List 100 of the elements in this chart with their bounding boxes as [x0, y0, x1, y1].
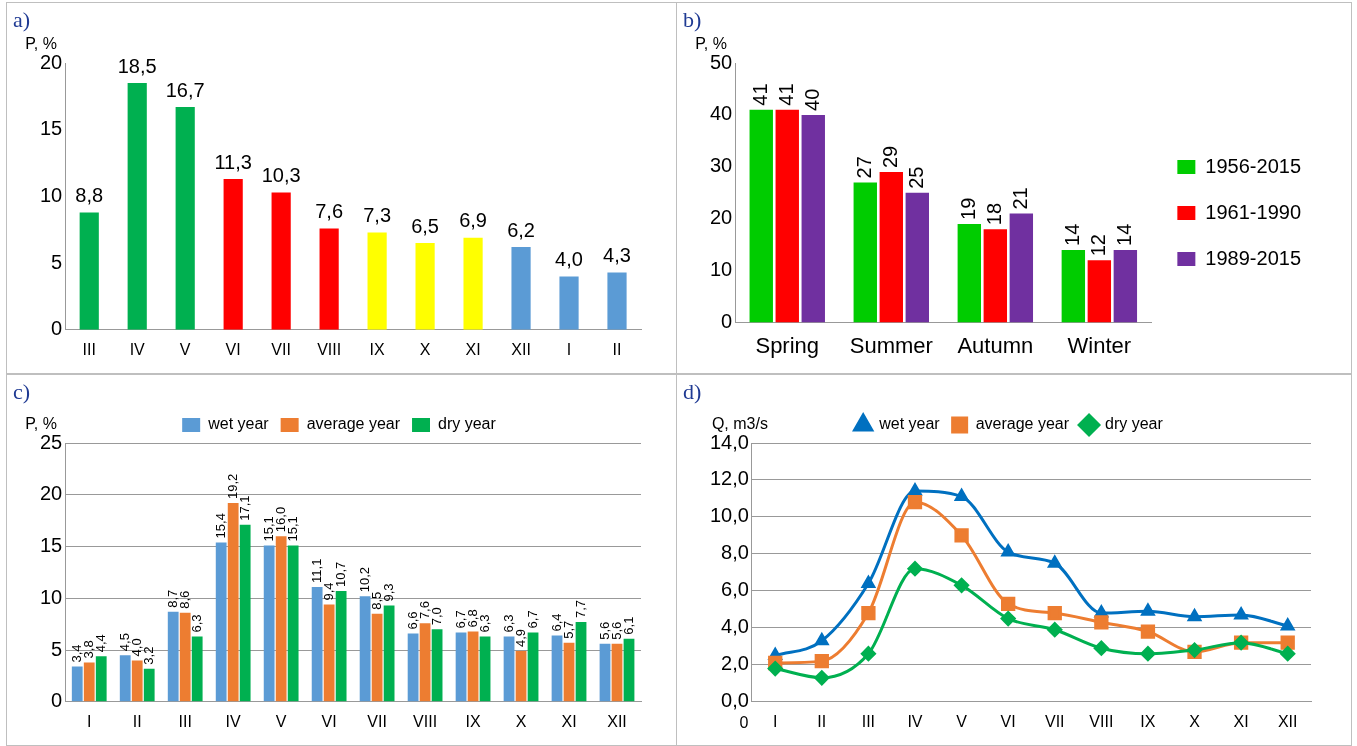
data-label: 7,3 [363, 203, 392, 226]
y-tick-label: 2,0 [721, 652, 749, 675]
y-tick-label: 8,0 [721, 541, 749, 564]
x-tick-label: XII [511, 340, 531, 358]
x-tick-label: X [515, 712, 527, 730]
data-label: 14 [1060, 223, 1083, 246]
data-label: 19 [956, 197, 979, 220]
y-tick-label: 30 [710, 154, 733, 177]
data-label: 15,1 [284, 516, 300, 542]
data-label: 21 [1008, 187, 1031, 210]
data-label: 41 [774, 83, 797, 106]
x-tick-label: VI [321, 712, 337, 730]
y-tick-label: 5 [51, 637, 63, 660]
data-label: 4,0 [555, 247, 583, 270]
data-label: 10,2 [356, 566, 372, 593]
y-tick-label: 4,0 [721, 615, 749, 638]
chart-title: a) [13, 7, 31, 33]
y-tick-label: 6,0 [721, 578, 749, 601]
x-tick-label: VIII [1089, 712, 1114, 730]
x-tick-label: II [817, 712, 827, 730]
data-label: 7,6 [315, 199, 344, 222]
data-label: 4,5 [116, 633, 132, 652]
y-tick-label: 0 [51, 689, 63, 712]
y-tick-label: 10 [40, 585, 63, 608]
x-tick-label: IV [129, 340, 146, 358]
y-axis-title: P, % [25, 415, 57, 433]
x-tick-label: XI [1233, 712, 1249, 730]
data-label: 18 [982, 202, 1005, 226]
chart-title: c) [13, 379, 31, 405]
data-label: 6,5 [411, 214, 439, 237]
y-tick-label: 10 [710, 258, 733, 281]
data-label: 27 [852, 156, 875, 179]
x-tick-label: IV [907, 712, 923, 730]
x-tick-label: II [132, 712, 142, 730]
chart-title: d) [683, 379, 702, 405]
x-tick-label: XI [465, 340, 481, 358]
data-label: 6,9 [459, 209, 487, 232]
legend-label: wet year [878, 415, 941, 433]
x-tick-label: Winter [1067, 332, 1132, 358]
y-tick-label: 15 [40, 534, 63, 557]
data-label: 8,8 [75, 183, 104, 206]
x-tick-label: IV [225, 712, 242, 730]
x-tick-label: IX [369, 340, 385, 358]
x-tick-label: IX [1140, 712, 1156, 730]
x-tick-label: III [82, 340, 96, 358]
x-tick-label: Spring [755, 332, 820, 358]
chart-title: b) [683, 7, 702, 33]
legend-label: 1956-2015 [1205, 154, 1302, 177]
data-label: 8,7 [164, 589, 180, 608]
data-label: 15,1 [260, 516, 276, 542]
data-label: 7,7 [572, 600, 588, 619]
y-tick-label: 20 [710, 206, 733, 229]
data-label: 40 [800, 88, 823, 111]
data-label: 16,7 [165, 78, 205, 101]
x-tick-label: VIII [317, 340, 342, 358]
y-tick-label: 0 [51, 317, 63, 340]
x-tick-label: VII [271, 340, 291, 358]
y-tick-label: 25 [40, 430, 63, 453]
x-tick-label: XI [561, 712, 577, 730]
data-label: 12 [1086, 234, 1109, 257]
x-tick-label: III [861, 712, 876, 730]
data-label: 11,3 [214, 150, 252, 173]
data-label: 5,6 [596, 621, 612, 640]
x-tick-label: Summer [849, 332, 933, 358]
x-tick-label: I [566, 340, 572, 358]
x-tick-label: VI [225, 340, 241, 358]
y-axis-title: P, % [25, 35, 57, 53]
x-tick-label: V [956, 712, 968, 730]
x-tick-label: X [1189, 712, 1201, 730]
x-tick-label: I [772, 712, 778, 730]
data-label: 6,7 [524, 610, 540, 629]
data-label: 6,7 [452, 610, 468, 629]
data-label: 29 [878, 145, 901, 169]
x-tick-label: XII [607, 712, 627, 730]
data-label: 14 [1112, 223, 1135, 246]
legend-label: average year [975, 415, 1070, 433]
x-tick-label: I [87, 712, 92, 730]
x-tick-label: V [275, 712, 287, 730]
data-label: 41 [748, 83, 771, 106]
y-tick-label: 10 [40, 183, 63, 206]
y-axis-title: P, % [695, 35, 727, 53]
legend-label: 1989-2015 [1205, 246, 1302, 269]
y-tick-label: 15 [40, 117, 63, 140]
x-tick-label: IX [465, 712, 481, 730]
y-tick-label: 5 [51, 250, 63, 273]
y-tick-label: 40 [710, 102, 733, 125]
x-tick-label: X [419, 340, 431, 358]
data-label: 25 [904, 166, 927, 189]
legend-label: average year [306, 415, 401, 433]
data-label: 15,4 [212, 513, 228, 539]
y-tick-label: 50 [710, 50, 733, 73]
legend-label: dry year [1105, 415, 1164, 433]
y-tick-label: 20 [40, 50, 63, 73]
x-tick-label: III [178, 712, 192, 730]
data-label: 4,3 [603, 243, 631, 266]
legend-label: wet year [207, 415, 270, 433]
x-tick-label: VII [367, 712, 387, 730]
x-tick-label: VI [1000, 712, 1016, 730]
x-tick-label: II [612, 340, 622, 358]
y-tick-label: 0,0 [721, 689, 749, 712]
